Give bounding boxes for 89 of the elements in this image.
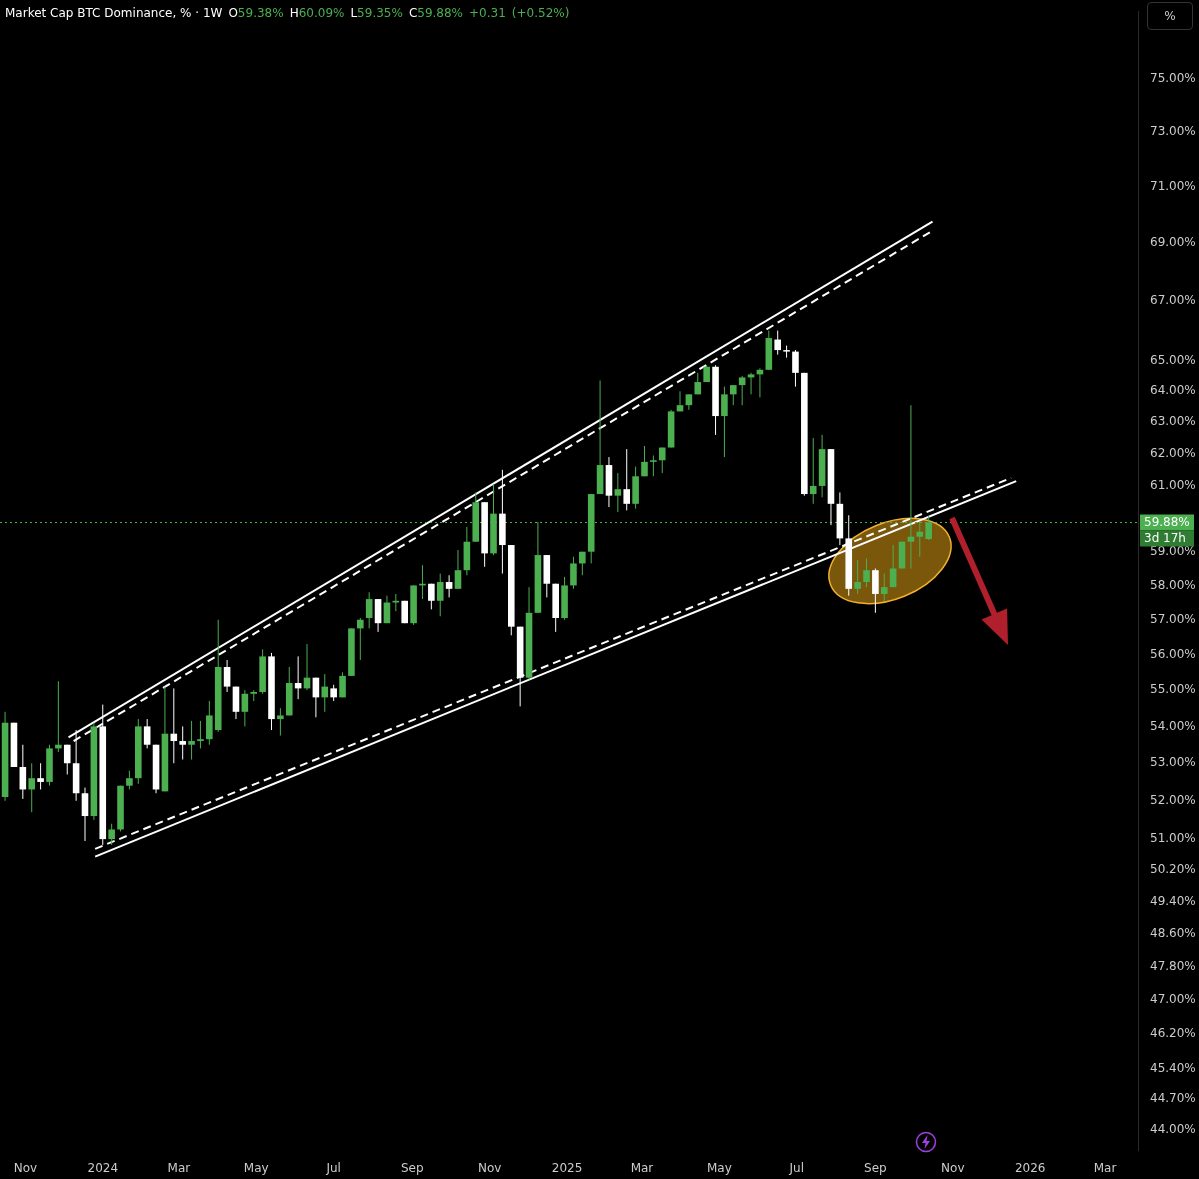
- candlestick: [206, 700, 213, 746]
- y-tick-label: 73.00%: [1150, 123, 1196, 138]
- y-tick-label: 69.00%: [1150, 235, 1196, 250]
- candlestick: [792, 349, 799, 388]
- text: O59.38% H60.09% L59.35% C59.88% +0.31 (+0.52%): [228, 6, 570, 20]
- y-tick-label: 61.00%: [1150, 478, 1196, 493]
- y-tick-label: 44.00%: [1150, 1122, 1196, 1137]
- y-tick-label: 51.00%: [1150, 831, 1196, 846]
- candlestick: [365, 591, 373, 629]
- y-tick-label: 49.40%: [1150, 894, 1196, 909]
- y-tick-label: 57.00%: [1150, 611, 1196, 626]
- candlestick: [907, 404, 915, 569]
- x-tick-label: Nov: [13, 1160, 38, 1175]
- y-tick-label: 47.80%: [1150, 959, 1196, 974]
- candlestick: [37, 762, 44, 790]
- candlestick: [428, 583, 435, 610]
- x-tick-label: Jul: [788, 1160, 804, 1175]
- candlestick: [28, 762, 36, 813]
- candlestick: [721, 386, 728, 458]
- candlestick: [880, 573, 888, 602]
- y-tick-label: 58.00%: [1150, 577, 1196, 592]
- y-tick-label: 65.00%: [1150, 352, 1196, 367]
- x-tick-label: 2025: [551, 1160, 583, 1175]
- y-tick-label: 45.40%: [1150, 1060, 1196, 1075]
- candlestick: [188, 720, 195, 761]
- candlestick: [445, 574, 453, 598]
- y-tick-label: 44.70%: [1150, 1091, 1196, 1106]
- x-tick-label: Sep: [401, 1160, 424, 1175]
- y-tick-label: 75.00%: [1150, 70, 1196, 85]
- x-tick-label: May: [243, 1160, 269, 1175]
- y-tick-label: 59.00%: [1150, 543, 1196, 558]
- x-tick-label: Mar: [167, 1160, 191, 1175]
- candlestick: [179, 725, 186, 761]
- x-tick-label: Mar: [1093, 1160, 1117, 1175]
- candlestick: [126, 770, 133, 790]
- ref-line-label: 59.88%: [1144, 514, 1190, 529]
- y-tick-label: 55.00%: [1150, 682, 1196, 697]
- candlestick: [357, 617, 364, 661]
- y-tick-label: 62.00%: [1150, 446, 1196, 461]
- x-tick-label: Nov: [941, 1160, 965, 1175]
- x-tick-label: Sep: [864, 1160, 887, 1175]
- x-tick-label: Jul: [325, 1160, 341, 1175]
- candlestick: [641, 445, 648, 477]
- candlestick: [436, 573, 444, 617]
- candlestick: [738, 375, 746, 406]
- candlestick: [774, 330, 781, 356]
- candlestick: [339, 671, 346, 698]
- x-tick-label: Mar: [630, 1160, 654, 1175]
- candlestick: [223, 659, 231, 693]
- candlestick: [863, 557, 870, 588]
- candlestick: [63, 744, 71, 775]
- candlestick: [454, 549, 462, 590]
- y-tick-label: 47.00%: [1150, 992, 1196, 1007]
- y-tick-label: 46.20%: [1150, 1026, 1196, 1041]
- text: %: [1147, 2, 1193, 30]
- candlestick: [108, 823, 115, 846]
- text: 3d 17h: [1144, 530, 1186, 545]
- y-tick-label: 71.00%: [1150, 178, 1196, 193]
- candlestick: [321, 673, 329, 713]
- y-tick-label: 54.00%: [1150, 718, 1196, 733]
- candlestick: [889, 544, 897, 588]
- candlestick: [729, 384, 737, 406]
- candlestick: [854, 559, 861, 595]
- y-tick-label: 64.00%: [1150, 383, 1196, 398]
- y-tick-label: 67.00%: [1150, 293, 1196, 308]
- y-tick-label: 63.00%: [1150, 414, 1196, 429]
- candlestick: [143, 718, 151, 749]
- candlestick: [650, 454, 657, 477]
- x-tick-label: May: [706, 1160, 732, 1175]
- candlestick: [277, 707, 284, 737]
- x-tick-label: 2026: [1014, 1160, 1046, 1175]
- candlestick: [241, 689, 249, 727]
- candlestick: [747, 372, 755, 395]
- y-tick-label: 52.00%: [1150, 792, 1196, 807]
- y-tick-label: 53.00%: [1150, 755, 1196, 770]
- y-tick-label: 56.00%: [1150, 646, 1196, 661]
- x-tick-label: Nov: [478, 1160, 502, 1175]
- y-tick-label: 48.60%: [1150, 926, 1196, 941]
- candlestick: [197, 720, 204, 749]
- candlestick: [570, 556, 577, 590]
- candlestick: [872, 568, 879, 614]
- chart-title: Market Cap BTC Dominance, % · 1W: [5, 6, 223, 20]
- candlestick: [658, 447, 666, 474]
- y-tick-label: 50.20%: [1150, 862, 1196, 877]
- candlestick: [614, 472, 622, 513]
- candlestick: [809, 437, 817, 505]
- candlestick: [81, 787, 89, 842]
- x-tick-label: 2024: [87, 1160, 119, 1175]
- candlestick: [623, 448, 631, 511]
